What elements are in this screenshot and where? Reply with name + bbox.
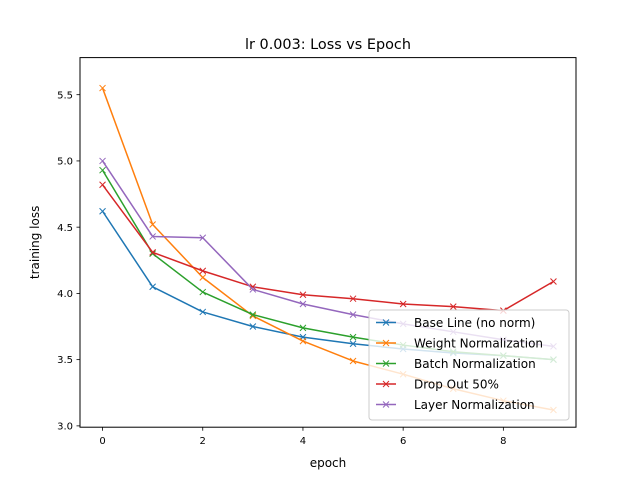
data-point-marker — [249, 283, 257, 291]
data-point-marker — [399, 300, 407, 308]
data-point-marker — [299, 291, 307, 299]
data-point-marker — [99, 166, 106, 174]
legend-item: Drop Out 50% — [376, 378, 499, 392]
legend-marker — [382, 360, 390, 367]
data-point-marker — [199, 288, 207, 296]
legend-label: Weight Normalization — [414, 337, 543, 351]
data-point-marker — [299, 300, 307, 308]
x-tick-label: 0 — [99, 436, 105, 447]
x-axis-ticks: 0 2 4 6 8 — [99, 427, 507, 447]
data-point-marker — [99, 157, 106, 165]
data-point-marker — [199, 274, 207, 281]
data-point-marker — [99, 207, 106, 215]
data-point-marker — [299, 337, 307, 345]
x-tick-label: 6 — [400, 436, 406, 447]
data-point-marker — [99, 181, 106, 189]
data-point-marker — [449, 303, 457, 311]
data-point-marker — [149, 221, 156, 228]
x-axis-label: epoch — [310, 456, 347, 470]
legend-label: Base Line (no norm) — [414, 316, 535, 330]
y-axis-label: training loss — [28, 206, 42, 279]
y-tick-label: 5.0 — [57, 157, 73, 168]
legend-marker — [382, 401, 390, 408]
legend-label: Layer Normalization — [414, 398, 535, 412]
data-point-marker — [149, 248, 156, 256]
x-tick-label: 8 — [500, 436, 506, 447]
data-point-marker — [299, 324, 307, 332]
x-tick-label: 2 — [200, 436, 206, 447]
y-axis-ticks: 3.0 3.5 4.0 4.5 5.0 5.5 — [57, 90, 80, 432]
y-tick-label: 3.0 — [57, 421, 73, 432]
series-line — [101, 184, 554, 312]
y-tick-label: 5.5 — [57, 90, 73, 101]
data-point-marker — [199, 267, 207, 275]
x-tick-label: 4 — [300, 436, 306, 447]
data-point-marker — [349, 295, 357, 303]
data-point-marker — [199, 308, 207, 316]
legend-box — [368, 309, 570, 421]
data-point-marker — [249, 311, 257, 318]
axes-frame — [79, 57, 577, 428]
legend-item: Base Line (no norm) — [376, 316, 535, 330]
data-point-marker — [199, 234, 207, 242]
data-point-marker — [249, 286, 257, 293]
legend-marker — [382, 380, 390, 388]
y-tick-label: 4.0 — [57, 289, 73, 300]
y-tick-label: 4.5 — [57, 223, 73, 234]
data-point-marker — [349, 311, 357, 318]
legend-item: Weight Normalization — [376, 337, 543, 351]
data-point-marker — [349, 333, 357, 341]
data-point-marker — [349, 357, 357, 365]
data-point-marker — [149, 283, 156, 291]
legend-label: Batch Normalization — [414, 357, 536, 371]
y-tick-label: 3.5 — [57, 355, 73, 366]
legend-item: Layer Normalization — [376, 398, 535, 412]
legend-marker — [382, 339, 390, 347]
data-point-marker — [99, 84, 106, 92]
legend-item: Batch Normalization — [376, 357, 536, 371]
data-point-marker — [550, 278, 557, 285]
data-point-marker — [249, 323, 257, 330]
legend-label: Drop Out 50% — [414, 378, 499, 392]
chart-title: lr 0.003: Loss vs Epoch — [245, 37, 411, 53]
legend-marker — [382, 319, 390, 326]
legend: Base Line (no norm) Weight Normalization B… — [368, 309, 570, 421]
data-point-marker — [149, 250, 156, 258]
data-point-marker — [149, 233, 156, 240]
data-point-marker — [349, 340, 357, 348]
